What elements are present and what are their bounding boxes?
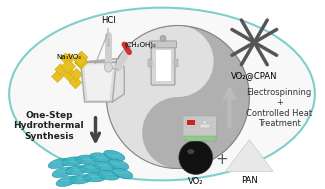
Text: VO₂: VO₂ bbox=[188, 177, 203, 186]
Ellipse shape bbox=[187, 149, 194, 154]
Text: Na₃VO₄: Na₃VO₄ bbox=[56, 54, 81, 60]
Ellipse shape bbox=[66, 166, 87, 175]
Point bbox=[72, 80, 77, 83]
Ellipse shape bbox=[98, 171, 119, 180]
Circle shape bbox=[179, 141, 213, 174]
Point bbox=[79, 61, 84, 64]
Ellipse shape bbox=[9, 8, 315, 180]
Ellipse shape bbox=[80, 164, 101, 173]
Bar bbox=[148, 59, 152, 67]
Polygon shape bbox=[84, 64, 113, 100]
Ellipse shape bbox=[76, 155, 98, 164]
Circle shape bbox=[160, 35, 166, 41]
Point bbox=[65, 64, 71, 67]
Circle shape bbox=[142, 97, 214, 168]
Polygon shape bbox=[226, 140, 273, 171]
Point bbox=[77, 58, 83, 61]
Wedge shape bbox=[106, 26, 178, 168]
Ellipse shape bbox=[104, 150, 125, 161]
Ellipse shape bbox=[70, 175, 91, 184]
Text: Electrospinning
+
Controlled Heat
Treatment: Electrospinning + Controlled Heat Treatm… bbox=[246, 88, 312, 128]
Ellipse shape bbox=[56, 176, 77, 187]
Ellipse shape bbox=[112, 168, 133, 179]
Bar bbox=[186, 119, 196, 127]
FancyBboxPatch shape bbox=[183, 116, 216, 140]
Text: HCl: HCl bbox=[101, 16, 116, 25]
Text: +: + bbox=[215, 152, 228, 167]
Circle shape bbox=[142, 26, 214, 97]
Text: VO₂@CPAN: VO₂@CPAN bbox=[231, 71, 278, 80]
Ellipse shape bbox=[104, 62, 112, 72]
Point bbox=[58, 67, 63, 70]
Text: PAN: PAN bbox=[241, 176, 258, 185]
Point bbox=[66, 57, 71, 60]
Ellipse shape bbox=[62, 157, 84, 166]
FancyBboxPatch shape bbox=[151, 45, 175, 85]
Bar bbox=[200, 124, 210, 128]
Ellipse shape bbox=[84, 173, 105, 182]
Point bbox=[66, 72, 71, 75]
Text: (CH₂OH)₂: (CH₂OH)₂ bbox=[124, 41, 156, 48]
Ellipse shape bbox=[90, 153, 111, 162]
FancyBboxPatch shape bbox=[150, 41, 176, 48]
Polygon shape bbox=[81, 62, 116, 102]
Point bbox=[63, 57, 68, 60]
Point bbox=[78, 55, 83, 58]
Point bbox=[77, 60, 83, 63]
Bar bbox=[187, 120, 195, 125]
Polygon shape bbox=[202, 120, 208, 124]
Bar bbox=[174, 59, 178, 67]
Bar bbox=[184, 136, 215, 141]
Text: One-Step
Hydrothermal
Synthesis: One-Step Hydrothermal Synthesis bbox=[14, 111, 84, 141]
Bar bbox=[155, 49, 171, 81]
Ellipse shape bbox=[94, 162, 115, 171]
Circle shape bbox=[106, 26, 249, 168]
Ellipse shape bbox=[52, 167, 73, 178]
Point bbox=[73, 72, 78, 75]
Ellipse shape bbox=[48, 158, 69, 169]
Ellipse shape bbox=[108, 159, 129, 170]
Point bbox=[54, 75, 59, 78]
